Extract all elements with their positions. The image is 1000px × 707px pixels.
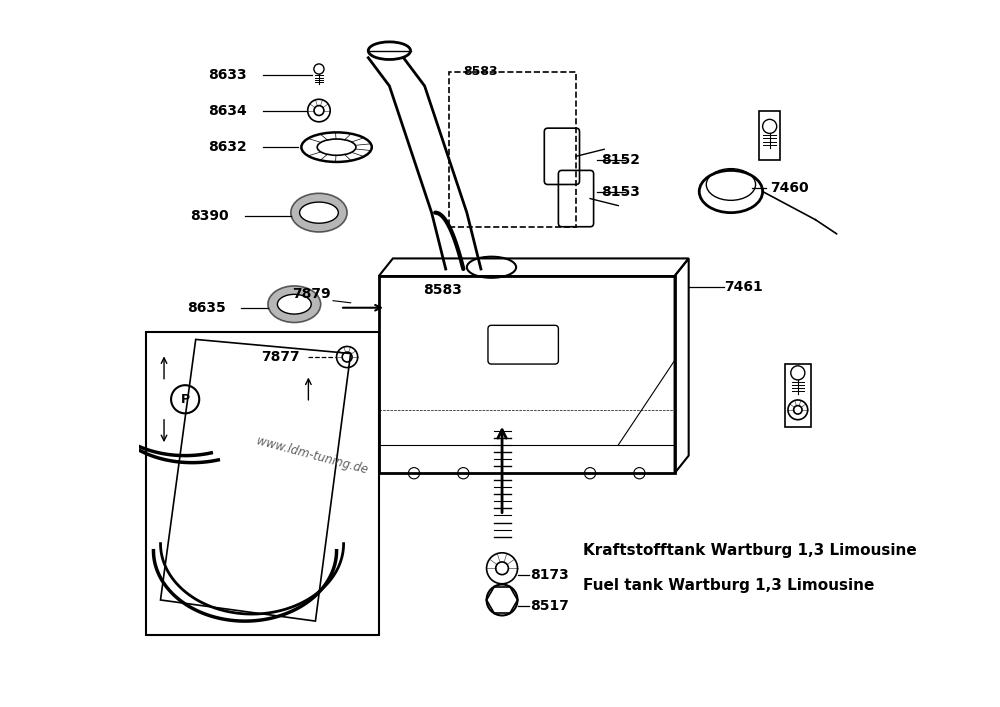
Text: www.ldm-tuning.de: www.ldm-tuning.de: [255, 435, 369, 477]
Text: 7461: 7461: [724, 279, 763, 293]
Text: 8390: 8390: [190, 209, 229, 223]
Text: 8583: 8583: [463, 65, 498, 78]
Text: 8635: 8635: [187, 300, 226, 315]
Text: 8173: 8173: [530, 568, 569, 583]
Text: Kraftstofftank Wartburg 1,3 Limousine: Kraftstofftank Wartburg 1,3 Limousine: [583, 543, 917, 559]
Text: P: P: [181, 393, 190, 406]
Text: 8633: 8633: [208, 69, 247, 82]
Text: 7879: 7879: [293, 286, 331, 300]
Text: 7877: 7877: [261, 350, 300, 364]
Ellipse shape: [300, 202, 338, 223]
Text: Fuel tank Wartburg 1,3 Limousine: Fuel tank Wartburg 1,3 Limousine: [583, 578, 874, 593]
Text: 8153: 8153: [601, 185, 640, 199]
Ellipse shape: [277, 294, 311, 314]
Text: 8152: 8152: [601, 153, 640, 167]
Text: 8634: 8634: [208, 103, 247, 117]
Text: 8517: 8517: [530, 599, 569, 612]
Text: 7460: 7460: [770, 181, 808, 195]
Ellipse shape: [268, 286, 321, 322]
Ellipse shape: [291, 193, 347, 232]
Text: 8632: 8632: [208, 140, 247, 154]
Text: 8583: 8583: [423, 283, 462, 297]
